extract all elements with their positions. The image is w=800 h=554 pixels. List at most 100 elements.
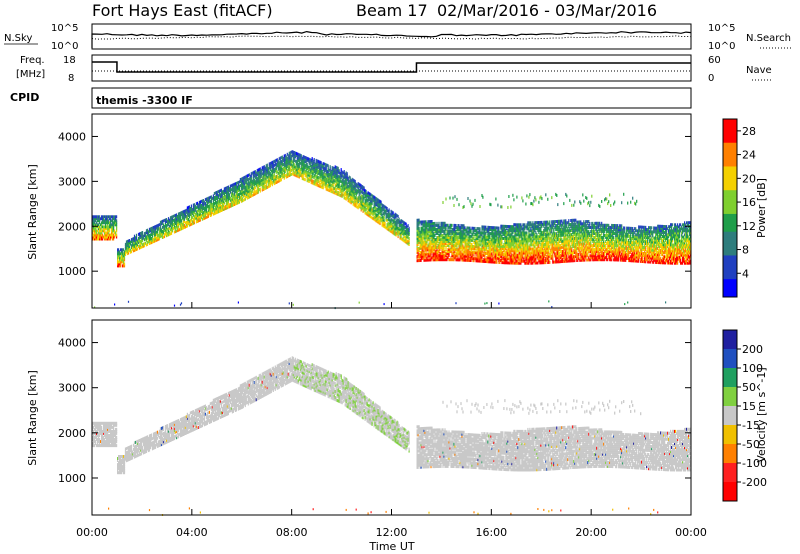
power-cell [444,237,446,241]
power-cell [300,162,302,166]
power-cell [434,250,436,254]
power-cell [388,226,390,230]
power-cell [534,249,536,253]
power-cell [472,259,474,263]
power-cell [497,230,499,234]
power-cell [525,261,527,265]
power-cell [219,203,221,207]
power-cell [285,161,287,165]
power-cell [95,233,97,237]
power-cell [438,254,440,258]
power-cell [227,191,229,195]
power-cell [349,176,351,180]
power-cell [337,182,339,186]
power-cell [490,246,492,250]
power-cell [442,223,444,227]
power-cell [321,181,323,185]
power-cell [296,154,298,158]
power-cell [474,243,476,247]
power-cell [107,231,109,235]
power-cell [472,253,474,257]
power-cell [221,208,223,212]
power-cell [463,240,465,244]
power-cell [262,167,264,171]
power-cell [140,237,143,241]
power-cell [244,191,246,195]
power-cell [197,203,199,207]
power-cell [476,255,478,259]
power-cell [380,218,382,222]
power-cell [518,261,520,265]
power-cell [528,247,530,251]
power-cell [207,214,209,218]
power-cell [213,204,215,208]
power-cell [366,194,368,198]
power-cell [498,242,500,246]
power-cell [124,242,127,246]
power-cell [459,242,461,246]
power-cell [398,217,400,221]
power-cell [221,190,223,194]
power-cell [188,205,190,209]
power-cell [335,178,337,181]
power-cell [165,230,168,234]
power-cell [494,232,496,236]
power-cell [330,177,332,181]
power-cell [166,221,169,225]
power-cell [451,252,453,256]
power-cell [513,225,515,229]
power-cell [100,227,102,231]
power-cell [259,171,261,175]
power-cell [452,242,454,246]
power-cell [370,209,372,213]
power-cell [258,174,260,177]
power-cell [245,179,247,182]
power-cell [356,205,358,209]
power-cell [110,223,112,227]
power-cell [441,225,443,229]
power-cell [518,241,520,245]
power-cell [439,225,441,229]
power-cell [386,227,388,231]
power-cell [516,249,518,253]
power-cell [482,235,484,239]
power-cell [425,226,427,230]
power-cell [355,190,357,194]
power-cell [352,178,354,182]
power-cell [354,181,356,185]
power-cell [396,224,398,228]
power-cell [312,181,314,185]
power-cell [426,222,428,226]
power-cell [494,228,496,232]
power-cell [227,203,229,207]
power-cell [299,174,301,177]
power-cell [454,228,456,231]
power-cell [462,228,464,232]
power-cell [296,166,298,170]
power-cell [268,162,270,166]
power-cell [436,248,438,252]
power-cell [387,221,389,225]
power-cell [479,239,481,243]
power-cell [349,180,351,184]
power-cell [97,225,99,229]
power-cell [425,254,427,258]
power-cell [459,238,461,242]
power-cell [429,224,431,228]
power-cell [507,237,509,241]
power-cell [344,180,346,184]
power-cell [499,238,501,242]
power-cell [523,241,525,245]
power-cell [517,223,519,227]
power-cell [491,244,493,248]
power-cell [241,187,243,191]
power-cell [179,221,182,225]
power-cell [108,231,110,235]
power-cell [459,258,461,262]
power-cell [388,216,390,220]
power-cell [425,242,427,246]
power-cell [279,174,281,178]
power-cell [315,167,317,170]
power-cell [438,229,440,233]
power-cell [484,233,486,237]
